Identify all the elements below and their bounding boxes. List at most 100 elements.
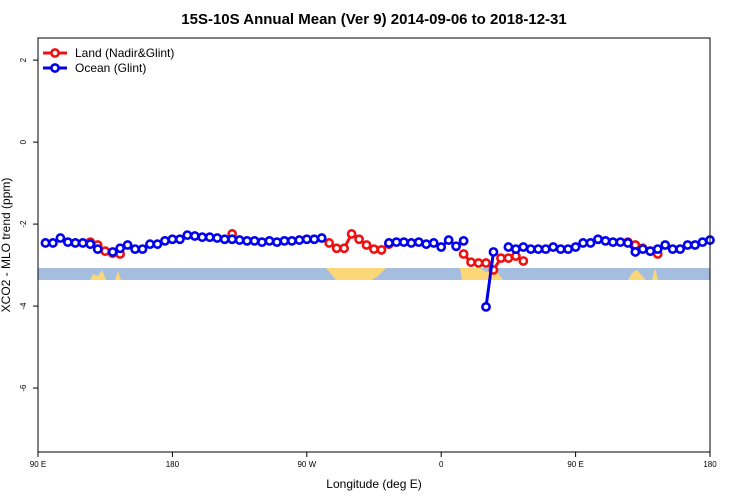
data-point [533,244,544,254]
data-point [70,238,81,248]
data-point [458,236,469,246]
data-point [182,230,193,241]
data-point [481,301,491,312]
data-point [369,244,379,254]
data-point [219,234,230,245]
data-point [174,234,185,245]
data-point [324,238,335,248]
data-point [608,237,618,248]
x-tick-label: 90 E [567,460,583,469]
data-point [443,235,454,245]
data-point [622,238,633,248]
data-point [637,244,648,254]
data-point [354,234,364,245]
x-tick-label: 180 [703,460,717,469]
data-point [242,236,252,246]
data-point [204,232,215,243]
data-point [167,234,178,245]
data-point [675,244,686,254]
data-point [630,247,641,257]
data-point [257,237,267,248]
data-point [473,258,484,268]
data-point [540,244,551,254]
data-point [286,236,297,246]
data-point [77,238,88,248]
data-point [413,237,424,248]
land-shape [115,271,121,280]
data-point [667,244,678,254]
data-point [578,238,588,248]
data-point [55,233,66,243]
data-point [130,244,140,254]
data-point [234,235,245,245]
data-point [398,237,409,248]
data-point [264,236,275,246]
x-tick-label: 180 [166,460,180,469]
y-tick-label: -6 [19,384,28,392]
data-point [570,242,581,252]
data-point [85,239,96,250]
data-point [510,244,521,254]
data-point [593,234,603,245]
data-point [697,237,708,248]
data-point [428,238,439,248]
data-point [160,236,170,246]
data-point [316,233,327,243]
data-point [115,243,126,254]
data-point [458,249,469,259]
data-point [436,242,447,252]
chart-title: 15S-10S Annual Mean (Ver 9) 2014-09-06 t… [181,11,566,28]
data-point [496,253,506,264]
data-point [376,245,387,255]
data-point [548,242,559,252]
series-line [484,251,495,308]
data-point [227,234,238,245]
land-shape [628,270,646,280]
data-point [107,247,118,257]
data-point [40,238,51,248]
y-tick-label: -4 [19,302,28,310]
data-point [361,240,372,250]
data-point [690,240,700,250]
data-point [518,256,529,266]
data-point [48,238,58,248]
data-point [137,244,148,254]
data-point [645,246,656,257]
data-point [652,244,663,254]
data-point [145,239,155,250]
data-point [100,246,111,257]
data-point [481,258,491,268]
y-tick-label: 0 [19,139,28,144]
data-point [488,247,499,257]
data-point [152,239,163,250]
map-strip [38,268,710,280]
data-point [525,244,536,254]
x-tick-label: 0 [439,460,444,469]
data-point [600,236,611,246]
y-tick-label: 2 [19,57,28,62]
land-shape [326,268,386,280]
data-point [615,237,626,248]
x-tick-label: 90 W [297,460,316,469]
data-point [62,237,73,248]
data-point [421,239,432,250]
legend-label: Ocean (Glint) [75,61,146,75]
data-point [122,240,133,250]
legend-marker [50,48,60,58]
data-point [451,241,462,252]
x-tick-label: 90 E [30,460,46,469]
data-point [279,236,290,246]
land-shape [652,268,658,280]
data-point [272,237,282,248]
land-shape [90,270,106,280]
data-point [197,232,208,243]
data-point [503,242,514,252]
data-point [92,244,103,254]
data-point [339,243,350,254]
data-point [249,236,260,246]
data-point [682,240,693,250]
legend-marker [50,63,60,73]
data-point [331,243,342,254]
data-point [301,234,312,245]
